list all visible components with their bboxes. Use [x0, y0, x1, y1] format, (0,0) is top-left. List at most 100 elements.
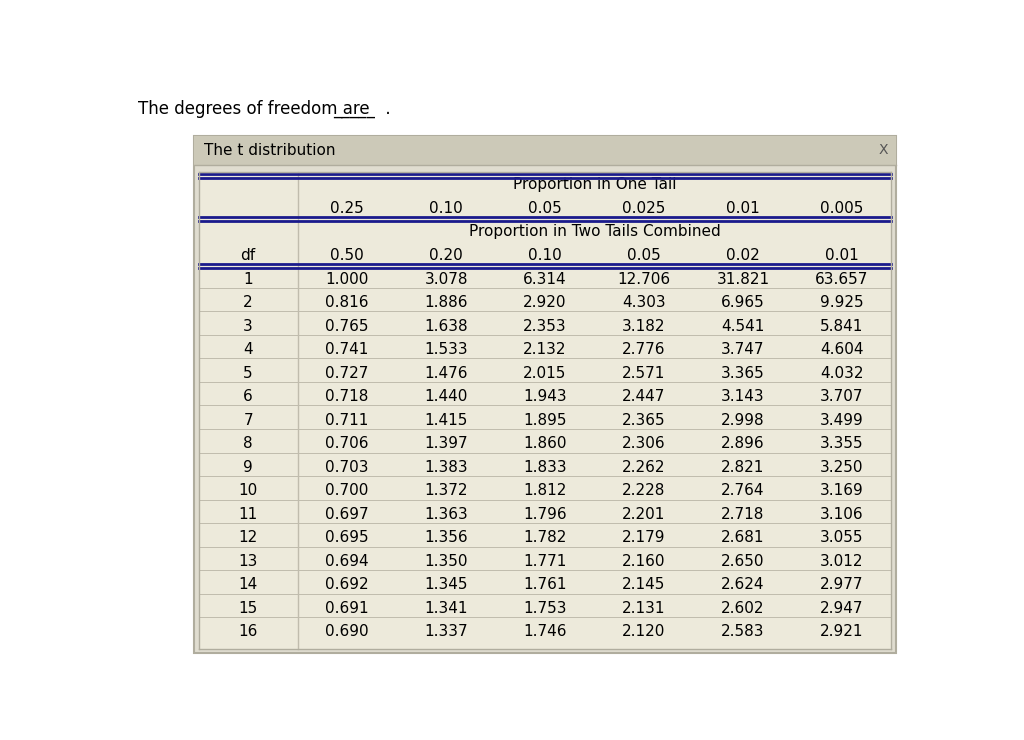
Text: 5: 5	[244, 366, 253, 380]
Text: 12.706: 12.706	[617, 272, 671, 286]
Text: 2.262: 2.262	[623, 460, 666, 474]
Text: 3.012: 3.012	[820, 554, 863, 569]
Text: 10: 10	[239, 483, 258, 498]
Bar	[194, 135, 896, 165]
Text: 2.201: 2.201	[623, 507, 666, 522]
Text: 2: 2	[244, 295, 253, 310]
Text: 0.697: 0.697	[326, 507, 369, 522]
Text: 8: 8	[244, 436, 253, 451]
Text: 2.447: 2.447	[623, 389, 666, 404]
Text: 1.533: 1.533	[424, 342, 468, 357]
Text: 0.690: 0.690	[326, 625, 369, 639]
Text: 2.160: 2.160	[623, 554, 666, 569]
Text: 0.694: 0.694	[326, 554, 369, 569]
Text: 6.314: 6.314	[523, 272, 567, 286]
Text: 0.718: 0.718	[326, 389, 369, 404]
Text: 2.120: 2.120	[623, 625, 666, 639]
Text: 31.821: 31.821	[717, 272, 770, 286]
Text: 1.943: 1.943	[523, 389, 567, 404]
Text: 14: 14	[239, 577, 258, 592]
Text: 63.657: 63.657	[815, 272, 868, 286]
Text: 1.782: 1.782	[523, 531, 566, 545]
Text: 1.886: 1.886	[424, 295, 468, 310]
Text: 0.01: 0.01	[825, 248, 859, 263]
Text: 4.303: 4.303	[623, 295, 666, 310]
Text: 0.25: 0.25	[330, 201, 364, 216]
Text: 0.691: 0.691	[326, 601, 369, 616]
Text: 1.833: 1.833	[523, 460, 567, 474]
Text: 1.746: 1.746	[523, 625, 567, 639]
Text: 7: 7	[244, 413, 253, 428]
Text: 2.228: 2.228	[623, 483, 666, 498]
Text: 3.707: 3.707	[820, 389, 863, 404]
Text: 2.353: 2.353	[523, 318, 567, 334]
Text: 1.761: 1.761	[523, 577, 567, 592]
Text: 2.365: 2.365	[623, 413, 666, 428]
Text: 13: 13	[239, 554, 258, 569]
Text: 5.841: 5.841	[820, 318, 863, 334]
Text: 2.132: 2.132	[523, 342, 567, 357]
Text: 2.921: 2.921	[820, 625, 863, 639]
Text: 0.741: 0.741	[326, 342, 369, 357]
Text: 1.771: 1.771	[523, 554, 566, 569]
Text: 2.681: 2.681	[721, 531, 765, 545]
Text: 0.816: 0.816	[326, 295, 369, 310]
Text: Proportion in Two Tails Combined: Proportion in Two Tails Combined	[469, 224, 721, 240]
Text: 2.015: 2.015	[523, 366, 566, 380]
Text: 11: 11	[239, 507, 258, 522]
Text: 3.365: 3.365	[721, 366, 765, 380]
Text: 2.947: 2.947	[820, 601, 863, 616]
Text: 0.01: 0.01	[726, 201, 760, 216]
Text: 0.695: 0.695	[326, 531, 369, 545]
Text: 2.571: 2.571	[623, 366, 666, 380]
Text: 1.440: 1.440	[424, 389, 468, 404]
Text: 1.415: 1.415	[424, 413, 468, 428]
Text: 3.106: 3.106	[820, 507, 864, 522]
Text: 12: 12	[239, 531, 258, 545]
Text: 1.796: 1.796	[523, 507, 567, 522]
Text: 1.860: 1.860	[523, 436, 567, 451]
Text: 2.583: 2.583	[721, 625, 765, 639]
Text: 2.650: 2.650	[721, 554, 765, 569]
Text: 2.977: 2.977	[820, 577, 863, 592]
Text: 3.499: 3.499	[820, 413, 864, 428]
Text: 0.20: 0.20	[429, 248, 463, 263]
Text: 0.703: 0.703	[326, 460, 369, 474]
Text: 0.05: 0.05	[528, 201, 562, 216]
Text: 0.10: 0.10	[429, 201, 463, 216]
Text: Proportion in One Tail: Proportion in One Tail	[513, 178, 676, 192]
Text: 2.179: 2.179	[623, 531, 666, 545]
Text: 2.602: 2.602	[721, 601, 765, 616]
Text: The degrees of freedom are: The degrees of freedom are	[137, 101, 369, 118]
Text: 6.965: 6.965	[721, 295, 765, 310]
Text: 3.078: 3.078	[424, 272, 468, 286]
Text: _____  .: _____ .	[333, 101, 390, 118]
Text: 4.604: 4.604	[820, 342, 863, 357]
Text: 1.372: 1.372	[424, 483, 468, 498]
Bar	[194, 135, 896, 653]
Text: 0.765: 0.765	[326, 318, 369, 334]
Text: 0.05: 0.05	[627, 248, 660, 263]
Text: 3.250: 3.250	[820, 460, 863, 474]
Text: 2.624: 2.624	[721, 577, 765, 592]
Text: 4.032: 4.032	[820, 366, 863, 380]
Text: 2.776: 2.776	[623, 342, 666, 357]
Text: 3.055: 3.055	[820, 531, 863, 545]
Text: 16: 16	[239, 625, 258, 639]
Text: 3: 3	[244, 318, 253, 334]
Text: 0.711: 0.711	[326, 413, 369, 428]
Text: 1.000: 1.000	[326, 272, 369, 286]
Text: 1.638: 1.638	[424, 318, 468, 334]
Text: 1.363: 1.363	[424, 507, 468, 522]
Text: 15: 15	[239, 601, 258, 616]
Text: X: X	[879, 144, 888, 158]
Text: 0.700: 0.700	[326, 483, 369, 498]
Text: 3.169: 3.169	[820, 483, 864, 498]
Text: 1.356: 1.356	[424, 531, 468, 545]
Text: 1.337: 1.337	[424, 625, 468, 639]
Text: The t distribution: The t distribution	[204, 143, 336, 158]
Text: 0.025: 0.025	[623, 201, 666, 216]
Text: 0.005: 0.005	[820, 201, 863, 216]
Text: 1.895: 1.895	[523, 413, 567, 428]
Text: 4.541: 4.541	[721, 318, 765, 334]
